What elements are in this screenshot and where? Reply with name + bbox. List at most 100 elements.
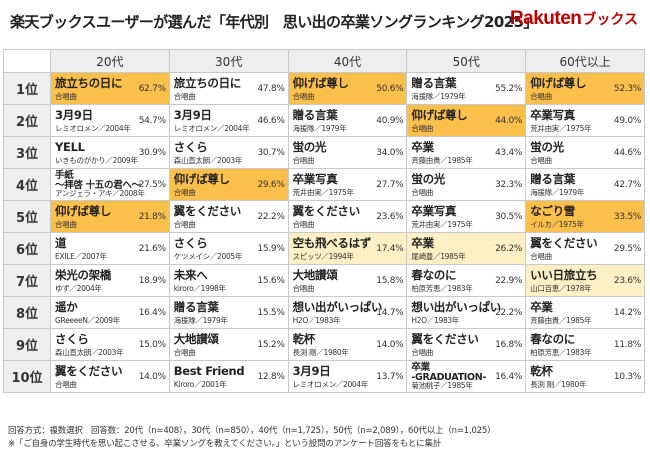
vote-percentage: 11.8%	[613, 339, 641, 350]
vote-percentage: 62.7%	[138, 83, 166, 94]
vote-percentage: 43.4%	[495, 147, 523, 158]
song-title: 大地讃頌	[292, 268, 338, 282]
song-artist: 合唱曲	[173, 220, 196, 229]
song-title: 春なのに	[411, 268, 457, 282]
song-title: 乾杯	[292, 332, 316, 346]
song-artist: 合唱曲	[173, 188, 196, 197]
page-title: 楽天ブックスユーザーが選んだ「年代別 思い出の卒業ソングランキング2025」	[10, 13, 538, 31]
song-artist: 海援隊／1979年	[173, 316, 228, 325]
song-artist: 合唱曲	[411, 124, 433, 133]
song-title: 卒業 -GRADUATION-	[411, 362, 487, 383]
song-cell: 仰げば尊し合唱曲 50.6%	[287, 72, 408, 105]
generation-header: 40代	[287, 49, 408, 73]
song-title: 仰げば尊し	[292, 76, 349, 90]
song-artist: 合唱曲	[530, 92, 552, 101]
rank-label: 6位	[3, 232, 51, 265]
song-cell: なごり雪 イルカ／1975年 33.5%	[525, 200, 645, 233]
vote-percentage: 30.9%	[138, 147, 166, 158]
song-artist: 荒井由実／1975年	[411, 220, 473, 229]
song-cell: Best Friend Kiroro／2001年 12.8%	[168, 360, 289, 393]
song-title: 仰げば尊し	[173, 172, 230, 186]
vote-percentage: 50.6%	[376, 83, 404, 94]
song-cell: 春なのに 柏原芳恵／1983年 11.8%	[525, 328, 645, 361]
song-title: 卒業写真	[292, 172, 338, 186]
logo-sub-text: ブックス	[582, 12, 638, 28]
corner-cell	[3, 49, 51, 73]
song-artist: 山口百恵／1978年	[530, 284, 592, 293]
song-artist: ゆず／2004年	[55, 284, 102, 293]
song-title: 道	[55, 236, 67, 250]
song-title: 想い出がいっぱい	[411, 300, 501, 314]
vote-percentage: 17.4%	[376, 243, 404, 254]
song-artist: いきものがかり／2009年	[55, 156, 138, 165]
vote-percentage: 30.5%	[495, 211, 523, 222]
rank-label: 5位	[3, 200, 51, 233]
song-cell: 乾杯 長渕 剛／1980年 14.0%	[287, 328, 408, 361]
song-artist: 合唱曲	[530, 156, 552, 165]
song-title: 旅立ちの日に	[55, 76, 123, 90]
vote-percentage: 44.6%	[613, 147, 641, 158]
song-title: 大地讃頌	[173, 332, 219, 346]
song-title: 旅立ちの日に	[173, 76, 242, 90]
vote-percentage: 21.6%	[138, 243, 166, 254]
rank-row: 5位 仰げば尊し 合唱曲 21.8% 翼をください 合唱曲 22.2% 翼をください 合唱曲 23…	[3, 200, 645, 233]
vote-percentage: 15.5%	[257, 307, 285, 318]
song-artist: レミオロメン／2004年	[55, 124, 131, 133]
song-artist: GReeeeN／2009年	[55, 316, 120, 325]
song-title: 蛍の光	[411, 172, 445, 186]
song-cell: 翼をください 合唱曲 22.2%	[168, 200, 289, 233]
song-cell: 蛍の光 合唱曲 44.6%	[525, 136, 645, 169]
song-artist: 斉藤由貴／1985年	[530, 316, 592, 325]
song-title: 空も飛べるはず	[292, 236, 372, 250]
vote-percentage: 14.7%	[376, 307, 404, 318]
rank-label: 10位	[3, 360, 51, 393]
song-artist: EXILE／2007年	[55, 252, 107, 261]
song-artist: 長渕 剛／1980年	[292, 348, 349, 357]
song-artist: 海援隊／1979年	[530, 188, 585, 197]
song-cell: 卒業 -GRADUATION- 菊池桃子／1985年 16.4%	[406, 360, 527, 393]
song-artist: 長渕 剛／1980年	[530, 380, 587, 389]
song-artist: 合唱曲	[55, 92, 77, 101]
song-title: 卒業写真	[530, 108, 575, 122]
rank-label: 9位	[3, 328, 51, 361]
song-title: 贈る言葉	[411, 76, 457, 90]
footnote-question: ※「ご自身の学生時代を思い起こさせる、卒業ソングを教えてください。」という設問の…	[8, 439, 442, 449]
rank-row: 3位 YELL いきものがかり／2009年 30.9% さくら 森山直太朗／2003年 30…	[3, 136, 645, 169]
song-cell: 蛍の光 合唱曲 32.3%	[406, 168, 527, 201]
song-cell: さくら 森山直太朗／2003年 30.7%	[168, 136, 289, 169]
song-artist: 荒井由実／1975年	[292, 188, 354, 197]
vote-percentage: 27.5%	[138, 179, 166, 190]
generation-header: 60代以上	[525, 49, 645, 73]
song-artist: アンジェラ・アキ／2008年	[55, 189, 145, 198]
song-cell: さくら ケツメイシ／2005年 15.9%	[168, 232, 289, 265]
vote-percentage: 14.0%	[138, 371, 166, 382]
song-cell: 空も飛べるはず スピッツ／1994年 17.4%	[287, 232, 408, 265]
song-artist: 森山直太朗／2003年	[173, 156, 243, 165]
song-cell: 遥か GReeeeN／2009年 16.4%	[50, 296, 170, 329]
song-artist: 合唱曲	[292, 92, 315, 101]
vote-percentage: 22.9%	[495, 275, 523, 286]
rank-row: 2位 3月9日 レミオロメン／2004年 54.7% 3月9日 レミオロメン／2004年 4…	[3, 104, 645, 137]
vote-percentage: 21.8%	[138, 211, 166, 222]
vote-percentage: 49.0%	[613, 115, 641, 126]
song-title: 翼をください	[55, 364, 123, 378]
song-cell: 卒業 斉藤由貴／1985年 14.2%	[525, 296, 645, 329]
song-artist: 海援隊／1979年	[411, 92, 466, 101]
song-title: 3月9日	[173, 108, 212, 122]
vote-percentage: 29.6%	[257, 179, 285, 190]
song-cell: 旅立ちの日に 合唱曲 47.8%	[168, 72, 289, 105]
song-title: 春なのに	[530, 332, 575, 346]
song-cell: 想い出がいっぱい H2O／1983年 14.7%	[287, 296, 408, 329]
rank-label: 2位	[3, 104, 51, 137]
song-cell: 仰げば尊し 合唱曲 21.8%	[50, 200, 170, 233]
song-artist: 合唱曲	[55, 380, 77, 389]
song-cell: 3月9日 レミオロメン／2004年 13.7%	[287, 360, 408, 393]
song-title: さくら	[55, 332, 89, 346]
vote-percentage: 13.7%	[376, 371, 404, 382]
song-artist: 荒井由実／1975年	[530, 124, 592, 133]
vote-percentage: 15.0%	[138, 339, 166, 350]
vote-percentage: 22.2%	[495, 307, 523, 318]
song-title: さくら	[173, 140, 208, 154]
vote-percentage: 52.3%	[613, 83, 641, 94]
song-cell: 翼をください合唱曲 14.0%	[50, 360, 170, 393]
